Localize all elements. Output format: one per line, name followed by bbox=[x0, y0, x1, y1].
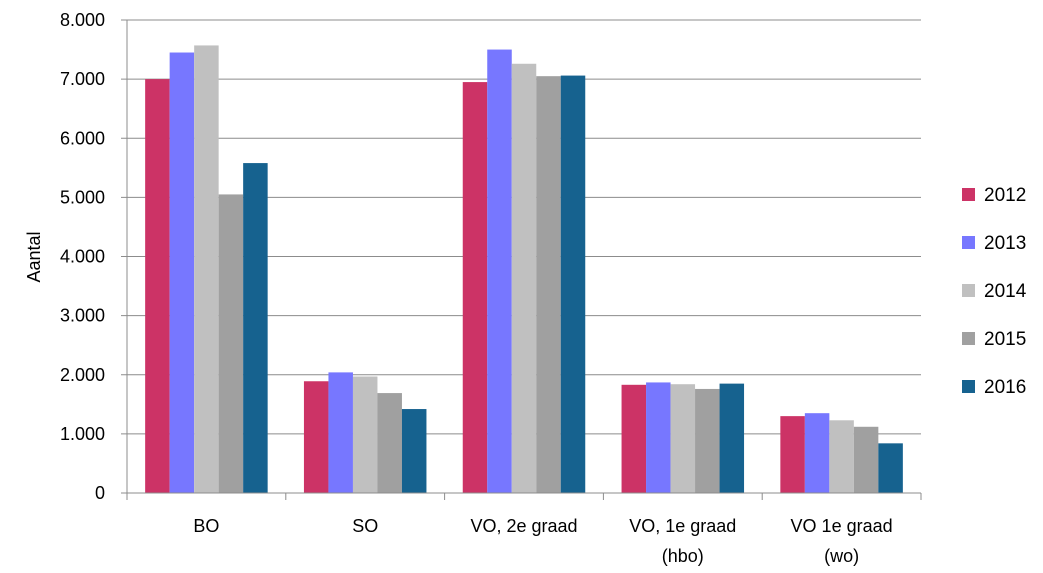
x-category-label: SO bbox=[352, 516, 378, 536]
x-category-label: (hbo) bbox=[662, 546, 704, 566]
bar-2015 bbox=[218, 194, 244, 493]
bar-2016 bbox=[878, 443, 903, 493]
bar-2016 bbox=[719, 383, 745, 493]
bar-2015 bbox=[377, 393, 402, 493]
y-tick-labels: 0 1.000 2.000 3.000 4.000 5.000 6.000 7.000 8.00… bbox=[60, 10, 105, 503]
bar-2014 bbox=[829, 420, 854, 493]
legend-label: 2014 bbox=[984, 281, 1027, 302]
legend-label: 2012 bbox=[984, 185, 1026, 206]
y-tick-label: 0 bbox=[95, 483, 105, 503]
bar-2012 bbox=[145, 79, 170, 493]
x-category-label: VO 1e graad bbox=[791, 516, 893, 536]
legend-label: 2015 bbox=[984, 329, 1026, 350]
bar-2014 bbox=[194, 45, 219, 494]
x-category-labels: BO SO VO, 2e graad VO, 1e graad (hbo) VO 1e g… bbox=[193, 516, 892, 566]
legend-swatch bbox=[962, 236, 975, 249]
bar-2013 bbox=[328, 372, 353, 493]
bar-2012 bbox=[462, 82, 488, 494]
bar-2014 bbox=[670, 384, 696, 493]
bar-2016 bbox=[560, 75, 586, 493]
bar-2014 bbox=[511, 63, 537, 493]
bar-2012 bbox=[621, 384, 647, 493]
bar-2015 bbox=[695, 388, 720, 493]
legend-swatch bbox=[962, 380, 975, 393]
bar-2012 bbox=[303, 381, 329, 493]
legend-swatch bbox=[962, 188, 975, 201]
x-category-label: BO bbox=[193, 516, 219, 536]
y-tick-label: 7.000 bbox=[60, 69, 105, 89]
y-axis-title: Aantal bbox=[24, 231, 44, 282]
y-tick-label: 3.000 bbox=[60, 306, 105, 326]
bar-2014 bbox=[352, 376, 378, 493]
y-tick-label: 1.000 bbox=[60, 424, 105, 444]
bar-2016 bbox=[243, 163, 268, 493]
x-category-label: (wo) bbox=[824, 546, 859, 566]
x-category-label: VO, 1e graad bbox=[629, 516, 736, 536]
legend-label: 2016 bbox=[984, 377, 1026, 398]
y-tick-label: 4.000 bbox=[60, 247, 105, 267]
y-tick-label: 2.000 bbox=[60, 365, 105, 385]
bars bbox=[145, 45, 903, 494]
y-tick-label: 8.000 bbox=[60, 10, 105, 30]
y-tick-label: 6.000 bbox=[60, 128, 105, 148]
bar-2015 bbox=[536, 76, 561, 493]
bar-2013 bbox=[646, 382, 671, 493]
bar-2013 bbox=[804, 413, 830, 493]
legend-label: 2013 bbox=[984, 233, 1026, 254]
bar-2015 bbox=[853, 426, 879, 493]
legend-swatch bbox=[962, 332, 975, 345]
x-category-label: VO, 2e graad bbox=[470, 516, 577, 536]
bar-2012 bbox=[780, 416, 805, 493]
legend-swatch bbox=[962, 284, 975, 297]
y-tick-label: 5.000 bbox=[60, 187, 105, 207]
bar-2013 bbox=[487, 49, 512, 493]
bar-2013 bbox=[169, 52, 195, 494]
legend: 2012 2013 2014 2015 2016 bbox=[962, 185, 1027, 398]
axes bbox=[121, 19, 922, 500]
bar-2016 bbox=[401, 409, 427, 493]
